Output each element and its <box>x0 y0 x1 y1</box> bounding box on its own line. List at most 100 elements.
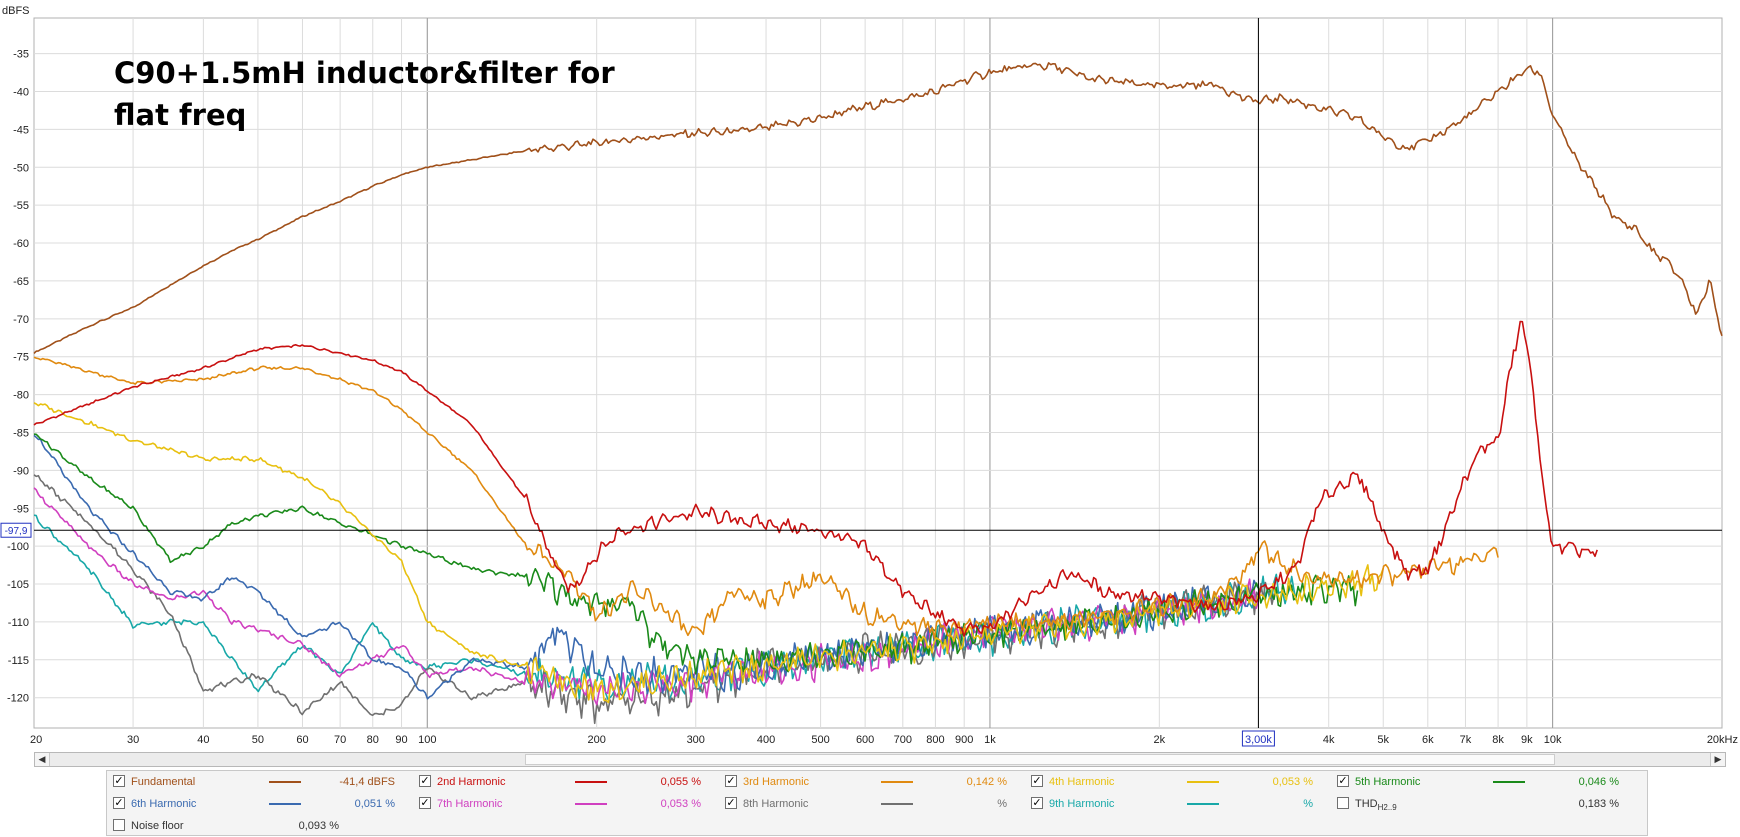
y-tick-label: -110 <box>8 617 29 629</box>
x-tick-label: 4k <box>1323 734 1335 746</box>
series-line-5th-harmonic <box>33 433 1359 675</box>
legend-item-2nd-harmonic[interactable]: ✓ 2nd Harmonic 0,055 % <box>415 771 715 793</box>
legend-label: 3rd Harmonic <box>743 776 810 788</box>
y-axis-unit: dBFS <box>2 5 30 17</box>
cursor-y-readout-box <box>0 522 32 538</box>
legend-item-8th-harmonic[interactable]: ✓ 8th Harmonic % <box>721 793 1021 815</box>
x-tick-label: 40 <box>197 734 209 746</box>
legend-label: 8th Harmonic <box>743 798 809 810</box>
y-tick-label: -90 <box>13 465 29 477</box>
series-line-7th-harmonic <box>33 487 1260 706</box>
checkbox[interactable] <box>113 819 125 831</box>
legend-label: 5th Harmonic <box>1355 776 1421 788</box>
legend-label: 6th Harmonic <box>131 798 197 810</box>
y-tick-label: -45 <box>13 124 29 136</box>
legend-panel: ✓ Fundamental -41,4 dBFS ✓ 2nd Harmonic … <box>106 770 1648 836</box>
y-tick-label: -55 <box>13 200 29 212</box>
y-tick-label: -115 <box>8 655 29 667</box>
legend-value: 0,183 % <box>1578 798 1619 810</box>
chart-title: C90+1.5mH inductor&filter for flat freq <box>114 56 615 132</box>
y-tick-label: -35 <box>13 49 29 61</box>
checkbox[interactable]: ✓ <box>113 775 125 787</box>
x-tick-label: 5k <box>1377 734 1389 746</box>
legend-swatch <box>881 781 913 783</box>
distortion-chart[interactable]: -35 -40 -45 -50 -55 -60 -65 -70 -75 -80 -85 -90 -95 -… <box>0 0 1740 752</box>
legend-swatch <box>575 803 607 805</box>
legend-item-noise-floor[interactable]: Noise floor 0,093 % <box>109 815 409 837</box>
checkbox[interactable] <box>1337 797 1349 809</box>
checkbox[interactable]: ✓ <box>725 797 737 809</box>
x-tick-label: 7k <box>1460 734 1472 746</box>
checkbox[interactable]: ✓ <box>113 797 125 809</box>
y-tick-label: -80 <box>13 390 29 402</box>
series-line-9th-harmonic <box>33 514 1297 701</box>
y-tick-label: -60 <box>13 238 29 250</box>
x-tick-label: 20kHz <box>1707 734 1738 746</box>
thd-label: THD <box>1355 798 1378 810</box>
legend-swatch <box>269 803 301 805</box>
legend-swatch <box>1187 781 1219 783</box>
scroll-right-arrow-icon[interactable]: ▶ <box>1710 753 1725 766</box>
x-tick-label: 500 <box>811 734 829 746</box>
legend-value: 0,055 % <box>660 776 701 788</box>
x-tick-label: 90 <box>395 734 407 746</box>
checkbox[interactable]: ✓ <box>1337 775 1349 787</box>
legend-label: THDH2..9 <box>1355 793 1397 819</box>
x-tick-label: 20 <box>30 734 42 746</box>
legend-item-thd[interactable]: THDH2..9 0,183 % <box>1333 793 1633 815</box>
scroll-thumb[interactable] <box>525 754 1555 765</box>
horizontal-scrollbar[interactable]: ◀ ▶ <box>34 752 1726 767</box>
cursor-y-readout: -97,9 <box>5 526 28 537</box>
legend-label: 9th Harmonic <box>1049 798 1115 810</box>
series-line-3rd-harmonic <box>33 356 1499 640</box>
y-tick-label: -65 <box>13 276 29 288</box>
x-tick-label: 8k <box>1492 734 1504 746</box>
legend-item-3rd-harmonic[interactable]: ✓ 3rd Harmonic 0,142 % <box>721 771 1021 793</box>
legend-label: 4th Harmonic <box>1049 776 1115 788</box>
x-tick-label: 600 <box>856 734 874 746</box>
x-tick-label: 30 <box>127 734 139 746</box>
x-tick-label: 800 <box>926 734 944 746</box>
checkbox[interactable]: ✓ <box>725 775 737 787</box>
x-tick-label: 400 <box>757 734 775 746</box>
checkbox[interactable]: ✓ <box>419 797 431 809</box>
y-tick-label: -75 <box>13 352 29 364</box>
legend-swatch <box>1493 781 1525 783</box>
x-tick-label: 700 <box>894 734 912 746</box>
x-tick-label: 10k <box>1544 734 1562 746</box>
thd-subscript: H2..9 <box>1377 803 1397 813</box>
legend-value: 0,051 % <box>354 798 395 810</box>
y-tick-label: -100 <box>7 541 29 553</box>
series-line-4th-harmonic <box>33 402 1384 704</box>
checkbox[interactable]: ✓ <box>1031 775 1043 787</box>
legend-value: 0,093 % <box>298 820 339 832</box>
legend-item-9th-harmonic[interactable]: ✓ 9th Harmonic % <box>1027 793 1327 815</box>
legend-item-4th-harmonic[interactable]: ✓ 4th Harmonic 0,053 % <box>1027 771 1327 793</box>
legend-item-fundamental[interactable]: ✓ Fundamental -41,4 dBFS <box>109 771 409 793</box>
legend-value: 0,142 % <box>966 776 1007 788</box>
cursor-x-readout-box <box>1241 730 1275 747</box>
y-tick-label: -70 <box>13 314 29 326</box>
legend-value: % <box>1303 798 1313 810</box>
checkbox[interactable]: ✓ <box>419 775 431 787</box>
legend-item-6th-harmonic[interactable]: ✓ 6th Harmonic 0,051 % <box>109 793 409 815</box>
legend-item-7th-harmonic[interactable]: ✓ 7th Harmonic 0,053 % <box>415 793 715 815</box>
y-tick-label: -95 <box>13 503 29 515</box>
legend-swatch <box>881 803 913 805</box>
legend-item-5th-harmonic[interactable]: ✓ 5th Harmonic 0,046 % <box>1333 771 1633 793</box>
legend-value: % <box>997 798 1007 810</box>
x-tick-label: 2k <box>1154 734 1166 746</box>
x-tick-label: 70 <box>334 734 346 746</box>
x-tick-label: 200 <box>587 734 605 746</box>
x-tick-label: 9k <box>1521 734 1533 746</box>
legend-value: 0,046 % <box>1578 776 1619 788</box>
legend-swatch <box>1187 803 1219 805</box>
legend-label: 7th Harmonic <box>437 798 503 810</box>
checkbox[interactable]: ✓ <box>1031 797 1043 809</box>
legend-value: 0,053 % <box>660 798 701 810</box>
legend-value: 0,053 % <box>1272 776 1313 788</box>
x-tick-label: 300 <box>687 734 705 746</box>
x-tick-label: 100 <box>418 734 436 746</box>
series-line-6th-harmonic <box>33 434 1260 700</box>
scroll-left-arrow-icon[interactable]: ◀ <box>35 753 50 766</box>
